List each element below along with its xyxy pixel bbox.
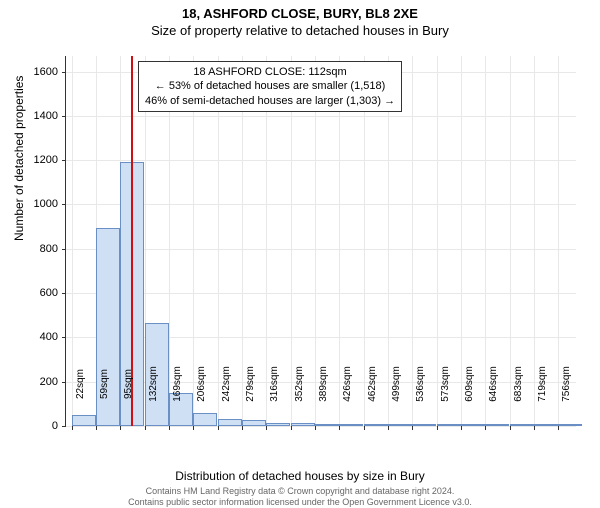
xtick-mark: [534, 426, 535, 430]
ytick-label: 0: [0, 420, 58, 432]
xtick-label: 22sqm: [75, 369, 86, 399]
ytick-label: 1200: [0, 154, 58, 166]
gridline-v: [485, 56, 486, 426]
chart-subtitle: Size of property relative to detached ho…: [0, 23, 600, 38]
histogram-bar: [266, 423, 290, 426]
ytick-label: 1000: [0, 198, 58, 210]
ytick-label: 1400: [0, 110, 58, 122]
ytick-mark: [62, 249, 66, 250]
histogram-bar: [461, 424, 485, 426]
ytick-label: 200: [0, 376, 58, 388]
chart-container: 18, ASHFORD CLOSE, BURY, BL8 2XE Size of…: [0, 6, 600, 506]
xtick-label: 426sqm: [342, 366, 353, 402]
xtick-mark: [485, 426, 486, 430]
xtick-label: 206sqm: [196, 366, 207, 402]
xtick-mark: [558, 426, 559, 430]
xtick-label: 132sqm: [148, 366, 159, 402]
xtick-mark: [437, 426, 438, 430]
xtick-mark: [120, 426, 121, 430]
gridline-v: [437, 56, 438, 426]
histogram-bar: [364, 424, 388, 426]
gridline-v: [510, 56, 511, 426]
xtick-label: 169sqm: [172, 366, 183, 402]
xtick-label: 719sqm: [537, 366, 548, 402]
xtick-mark: [291, 426, 292, 430]
xtick-label: 279sqm: [245, 366, 256, 402]
info-box-line: ← 53% of detached houses are smaller (1,…: [145, 79, 395, 93]
footer-line-2: Contains public sector information licen…: [0, 497, 600, 508]
histogram-bar: [558, 424, 582, 426]
xtick-label: 573sqm: [440, 366, 451, 402]
ytick-label: 400: [0, 331, 58, 343]
xtick-mark: [412, 426, 413, 430]
footer: Contains HM Land Registry data © Crown c…: [0, 486, 600, 508]
xtick-label: 352sqm: [294, 366, 305, 402]
histogram-bar: [485, 424, 509, 426]
info-box: 18 ASHFORD CLOSE: 112sqm← 53% of detache…: [138, 61, 402, 112]
ytick-mark: [62, 337, 66, 338]
xtick-mark: [315, 426, 316, 430]
xtick-label: 59sqm: [99, 369, 110, 399]
ytick-label: 800: [0, 243, 58, 255]
info-box-line: 46% of semi-detached houses are larger (…: [145, 94, 395, 108]
histogram-bar: [291, 423, 315, 426]
ytick-mark: [62, 426, 66, 427]
ytick-label: 600: [0, 287, 58, 299]
footer-line-1: Contains HM Land Registry data © Crown c…: [0, 486, 600, 497]
xtick-label: 646sqm: [488, 366, 499, 402]
histogram-bar: [339, 424, 363, 426]
x-axis-label: Distribution of detached houses by size …: [0, 469, 600, 483]
chart-title: 18, ASHFORD CLOSE, BURY, BL8 2XE: [0, 6, 600, 21]
gridline-v: [72, 56, 73, 426]
gridline-h: [66, 160, 576, 161]
ytick-label: 1600: [0, 66, 58, 78]
xtick-mark: [364, 426, 365, 430]
gridline-v: [461, 56, 462, 426]
xtick-mark: [218, 426, 219, 430]
xtick-mark: [145, 426, 146, 430]
histogram-bar: [193, 413, 217, 426]
xtick-mark: [461, 426, 462, 430]
histogram-bar: [72, 415, 96, 426]
xtick-label: 462sqm: [367, 366, 378, 402]
xtick-label: 609sqm: [464, 366, 475, 402]
histogram-bar: [534, 424, 558, 426]
xtick-label: 389sqm: [318, 366, 329, 402]
xtick-label: 499sqm: [391, 366, 402, 402]
xtick-mark: [169, 426, 170, 430]
gridline-v: [412, 56, 413, 426]
xtick-mark: [339, 426, 340, 430]
gridline-v: [558, 56, 559, 426]
xtick-label: 536sqm: [415, 366, 426, 402]
xtick-label: 683sqm: [513, 366, 524, 402]
xtick-mark: [72, 426, 73, 430]
xtick-label: 756sqm: [561, 366, 572, 402]
histogram-bar: [218, 419, 242, 426]
xtick-label: 316sqm: [269, 366, 280, 402]
gridline-h: [66, 426, 576, 427]
xtick-mark: [96, 426, 97, 430]
ytick-mark: [62, 382, 66, 383]
ytick-mark: [62, 160, 66, 161]
xtick-mark: [242, 426, 243, 430]
xtick-mark: [388, 426, 389, 430]
ytick-mark: [62, 116, 66, 117]
xtick-mark: [193, 426, 194, 430]
xtick-label: 242sqm: [221, 366, 232, 402]
histogram-bar: [510, 424, 534, 426]
ytick-mark: [62, 204, 66, 205]
histogram-bar: [412, 424, 436, 426]
info-box-line: 18 ASHFORD CLOSE: 112sqm: [145, 65, 395, 79]
histogram-bar: [388, 424, 412, 426]
xtick-mark: [510, 426, 511, 430]
gridline-v: [534, 56, 535, 426]
ytick-mark: [62, 72, 66, 73]
ytick-mark: [62, 293, 66, 294]
xtick-mark: [266, 426, 267, 430]
histogram-bar: [437, 424, 461, 426]
gridline-h: [66, 116, 576, 117]
histogram-bar: [242, 420, 266, 426]
histogram-bar: [315, 424, 339, 426]
xtick-label: 95sqm: [123, 369, 134, 399]
